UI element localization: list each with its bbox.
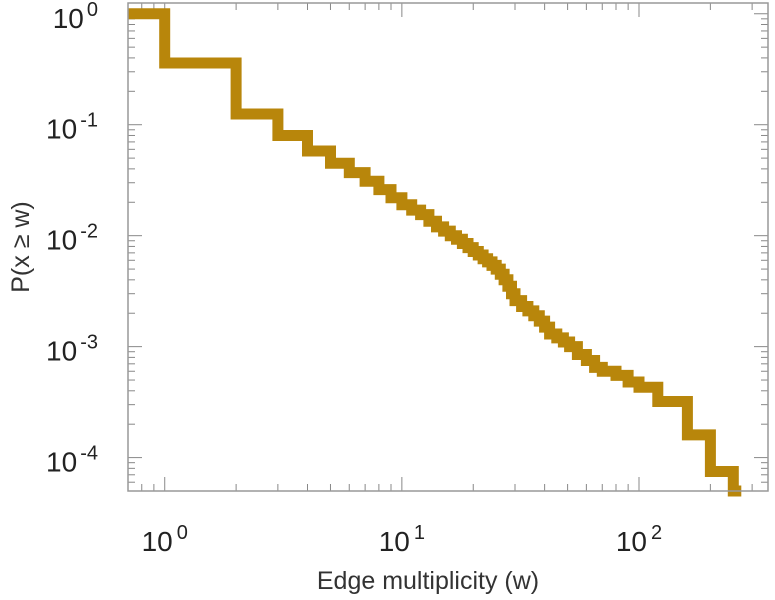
y-tick-exponent: 0 [87, 0, 98, 21]
x-tick-label-0: 10 0 [142, 522, 188, 557]
series-layer [128, 8, 742, 497]
x-tick-base: 10 [142, 526, 173, 557]
x-tick-label-2: 10 2 [616, 522, 662, 557]
y-tick-exponent: -4 [80, 443, 98, 465]
y-tick-label-1: 10 -1 [46, 110, 98, 145]
y-tick-label-0: 10 0 [53, 0, 98, 34]
labels-layer: 10 0 10 1 10 210 010 -110 -210 -310 -4 [46, 0, 662, 557]
x-tick-base: 10 [379, 526, 410, 557]
x-tick-exponent: 2 [651, 522, 662, 544]
x-tick-exponent: 0 [177, 522, 188, 544]
y-tick-exponent: -1 [80, 110, 98, 132]
plot-frame [127, 2, 769, 492]
y-axis-title: P(x ≥ w) [7, 201, 35, 293]
y-tick-base: 10 [53, 3, 84, 34]
y-tick-base: 10 [46, 225, 77, 256]
y-tick-label-3: 10 -3 [46, 332, 98, 367]
y-tick-base: 10 [46, 447, 77, 478]
x-tick-label-1: 10 1 [379, 522, 425, 557]
y-tick-exponent: -3 [80, 332, 98, 354]
ticks-layer [127, 3, 768, 492]
y-tick-base: 10 [46, 336, 77, 367]
x-tick-base: 10 [616, 526, 647, 557]
y-tick-label-4: 10 -4 [46, 443, 98, 478]
y-tick-label-2: 10 -2 [46, 221, 98, 256]
y-tick-base: 10 [46, 114, 77, 145]
series-line-0 [128, 8, 742, 497]
x-tick-exponent: 1 [414, 522, 425, 544]
x-axis-title: Edge multiplicity (w) [317, 567, 539, 595]
y-tick-exponent: -2 [80, 221, 98, 243]
